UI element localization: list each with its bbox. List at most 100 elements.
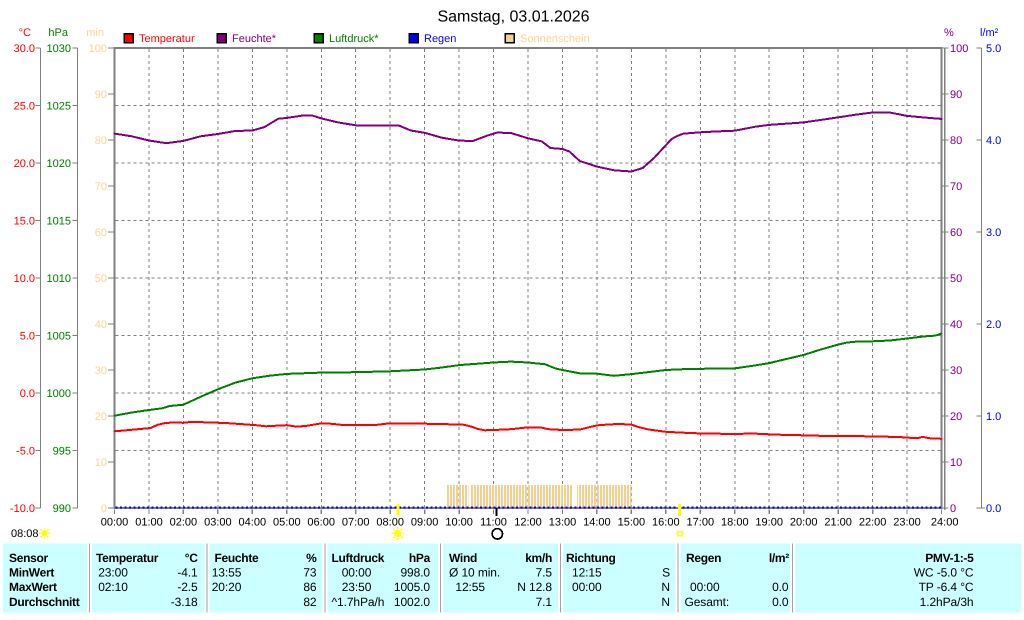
svg-text:-2.5: -2.5 [177, 580, 198, 594]
svg-text:Richtung: Richtung [566, 551, 616, 565]
svg-text:MinWert: MinWert [9, 566, 54, 580]
svg-text:01:00: 01:00 [135, 517, 163, 529]
svg-text:Feuchte*: Feuchte* [232, 33, 277, 45]
svg-text:14:00: 14:00 [583, 517, 611, 529]
svg-text:30: 30 [95, 365, 107, 377]
svg-text:hPa: hPa [48, 27, 68, 39]
svg-text:30: 30 [950, 365, 962, 377]
svg-text:%: % [306, 551, 317, 565]
svg-text:22:00: 22:00 [859, 517, 887, 529]
svg-text:20:20: 20:20 [212, 580, 242, 594]
svg-text:2.0: 2.0 [986, 319, 1001, 331]
svg-text:hPa: hPa [409, 551, 431, 565]
svg-text:S: S [662, 566, 670, 580]
svg-text:Feuchte: Feuchte [215, 551, 260, 565]
svg-text:^1.7hPa/h: ^1.7hPa/h [332, 595, 385, 609]
svg-text:12:15: 12:15 [572, 566, 602, 580]
svg-text:08:00: 08:00 [376, 517, 404, 529]
svg-text:20:00: 20:00 [790, 517, 818, 529]
svg-text:90: 90 [950, 89, 962, 101]
svg-text:Gesamt:: Gesamt: [685, 595, 730, 609]
svg-text:MaxWert: MaxWert [9, 580, 57, 594]
svg-text:20: 20 [950, 411, 962, 423]
svg-text:10.0: 10.0 [14, 273, 35, 285]
svg-text:02:10: 02:10 [98, 580, 128, 594]
svg-text:04:00: 04:00 [239, 517, 267, 529]
svg-text:90: 90 [95, 89, 107, 101]
svg-text:Regen: Regen [424, 33, 456, 45]
svg-text:Temperatur: Temperatur [96, 551, 159, 565]
svg-text:23:00: 23:00 [893, 517, 921, 529]
svg-text:60: 60 [950, 227, 962, 239]
svg-text:00:00: 00:00 [690, 580, 720, 594]
svg-text:1025: 1025 [47, 101, 71, 113]
svg-text:10: 10 [95, 457, 107, 469]
svg-text:13:00: 13:00 [549, 517, 577, 529]
svg-text:12:55: 12:55 [455, 580, 485, 594]
svg-text:100: 100 [89, 43, 107, 55]
svg-text:WC -5.0 °C: WC -5.0 °C [914, 566, 974, 580]
svg-text:00:00: 00:00 [572, 580, 602, 594]
svg-text:%: % [944, 27, 954, 39]
svg-text:7.5: 7.5 [536, 566, 553, 580]
svg-text:Luftdruck: Luftdruck [332, 551, 385, 565]
svg-text:0: 0 [950, 503, 956, 515]
svg-text:Sensor: Sensor [9, 551, 49, 565]
svg-text:21:00: 21:00 [824, 517, 852, 529]
svg-text:15:00: 15:00 [618, 517, 646, 529]
svg-text:Durchschnitt: Durchschnitt [9, 595, 80, 609]
svg-text:TP -6.4 °C: TP -6.4 °C [919, 580, 974, 594]
svg-text:l/m²: l/m² [980, 27, 999, 39]
svg-text:19:00: 19:00 [755, 517, 783, 529]
svg-text:13:55: 13:55 [212, 566, 242, 580]
svg-text:16:00: 16:00 [652, 517, 680, 529]
svg-text:20: 20 [95, 411, 107, 423]
svg-text:1.2hPa/3h: 1.2hPa/3h [920, 595, 974, 609]
svg-text:00:00: 00:00 [342, 566, 372, 580]
svg-text:80: 80 [950, 135, 962, 147]
svg-text:°C: °C [19, 27, 31, 39]
svg-text:N 12.8: N 12.8 [517, 580, 552, 594]
svg-text:12:00: 12:00 [514, 517, 542, 529]
svg-text:40: 40 [95, 319, 107, 331]
svg-text:09:00: 09:00 [411, 517, 439, 529]
svg-text:998.0: 998.0 [400, 566, 430, 580]
svg-text:Luftdruck*: Luftdruck* [329, 33, 379, 45]
svg-text:11:00: 11:00 [480, 517, 507, 529]
svg-text:Ø 10 min.: Ø 10 min. [449, 566, 500, 580]
svg-text:0.0: 0.0 [772, 595, 789, 609]
svg-text:Regen: Regen [686, 551, 721, 565]
svg-text:5.0: 5.0 [20, 331, 35, 343]
svg-text:50: 50 [950, 273, 962, 285]
svg-text:PMV-1:-5: PMV-1:-5 [925, 551, 974, 565]
svg-text:-3.18: -3.18 [171, 595, 198, 609]
svg-text:23:50: 23:50 [342, 580, 372, 594]
svg-text:l/m²: l/m² [769, 551, 789, 565]
svg-text:-4.1: -4.1 [177, 566, 198, 580]
svg-text:1005.0: 1005.0 [394, 580, 431, 594]
svg-text:3.0: 3.0 [986, 227, 1001, 239]
svg-text:100: 100 [950, 43, 968, 55]
svg-text:00:00: 00:00 [101, 517, 129, 529]
svg-text:15.0: 15.0 [14, 216, 35, 228]
svg-text:km/h: km/h [525, 551, 552, 565]
svg-text:-5.0: -5.0 [16, 446, 35, 458]
svg-text:25.0: 25.0 [14, 101, 35, 113]
svg-text:1015: 1015 [47, 216, 71, 228]
svg-text:03:00: 03:00 [204, 517, 232, 529]
svg-text:1000: 1000 [47, 388, 71, 400]
svg-text:1020: 1020 [47, 158, 71, 170]
svg-text:50: 50 [95, 273, 107, 285]
svg-text:02:00: 02:00 [170, 517, 198, 529]
svg-text:70: 70 [95, 181, 107, 193]
svg-text:08:08: 08:08 [11, 528, 39, 540]
svg-text:4.0: 4.0 [986, 135, 1001, 147]
svg-text:Temperatur: Temperatur [139, 33, 195, 45]
svg-text:30.0: 30.0 [14, 43, 35, 55]
svg-text:N: N [661, 580, 670, 594]
svg-text:°C: °C [185, 551, 198, 565]
svg-text:min: min [86, 27, 104, 39]
svg-text:10: 10 [950, 457, 962, 469]
svg-text:1030: 1030 [47, 43, 71, 55]
svg-text:23:00: 23:00 [98, 566, 128, 580]
